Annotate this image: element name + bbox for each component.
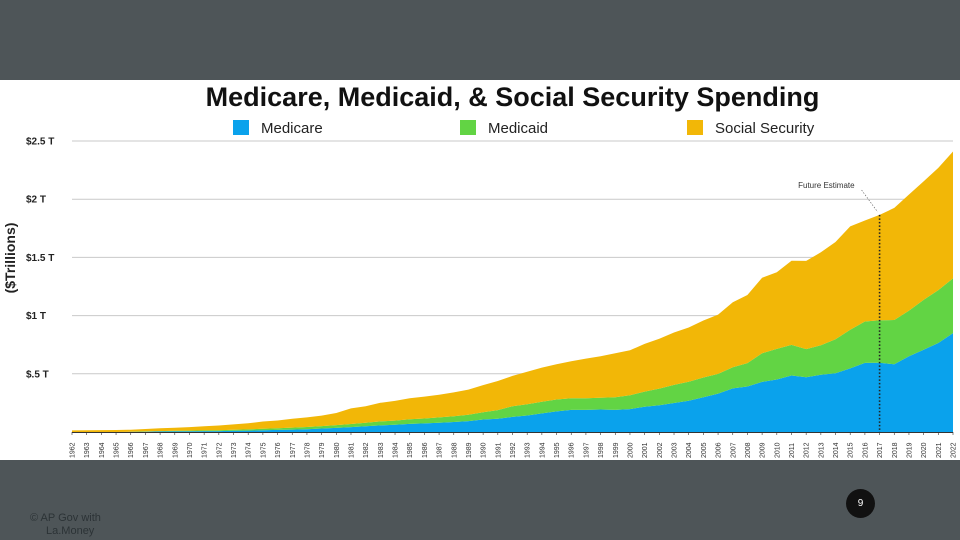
x-tick-label: 1965 — [114, 442, 121, 458]
x-tick-label: 2009 — [760, 442, 767, 458]
area-medicaid — [72, 278, 953, 432]
y-axis-label: ($Trillions) — [2, 223, 18, 294]
x-tick-label: 2018 — [892, 442, 899, 458]
x-tick-label: 1972 — [216, 442, 223, 458]
copyright-line-2: La.Money — [46, 525, 95, 537]
y-tick-label: $1 T — [26, 311, 46, 322]
page-number: 9 — [846, 489, 875, 518]
x-tick-label: 2001 — [642, 442, 649, 458]
x-tick-label: 1970 — [187, 442, 194, 458]
x-tick-label: 2005 — [701, 442, 708, 458]
x-tick-label: 1987 — [437, 442, 444, 458]
x-tick-label: 1975 — [260, 442, 267, 458]
y-tick-labels: $.5 T $1 T $1.5 T $2 T $2.5 T — [26, 137, 54, 381]
x-tick-label: 1992 — [510, 442, 517, 458]
chart: Medicare Medicaid Social Security 1962 1963… — [2, 120, 958, 458]
x-tick-label: 2002 — [657, 442, 664, 458]
x-tick-label: 1998 — [598, 442, 605, 458]
x-tick-label: 1980 — [334, 442, 341, 458]
x-tick-label: 1982 — [363, 442, 370, 458]
y-tick-label: $2 T — [26, 195, 46, 206]
x-tick-label: 2000 — [627, 442, 634, 458]
x-tick-label: 2010 — [774, 442, 781, 458]
legend-label-medicare: Medicare — [261, 120, 323, 137]
legend-swatch-medicaid — [460, 120, 476, 135]
x-tick-label: 1997 — [583, 442, 590, 458]
axes — [71, 432, 954, 435]
series-areas — [72, 151, 953, 432]
annotations: Future Estimate — [798, 181, 881, 432]
x-tick-label: 1991 — [495, 442, 502, 458]
x-tick-label: 1971 — [202, 442, 209, 458]
x-tick-label: 1996 — [569, 442, 576, 458]
x-tick-label: 1967 — [143, 442, 150, 458]
area-medicare — [72, 333, 953, 432]
x-tick-label: 2017 — [877, 442, 884, 458]
x-tick-label: 2003 — [672, 442, 679, 458]
x-tick-label: 2007 — [730, 442, 737, 458]
x-tick-label: 1964 — [99, 442, 106, 458]
copyright-line-1: © AP Gov with — [30, 512, 101, 524]
x-tick-label: 2015 — [848, 442, 855, 458]
x-tick-label: 2014 — [833, 442, 840, 458]
x-tick-label: 1973 — [231, 442, 238, 458]
y-tick-label: $.5 T — [26, 369, 49, 380]
legend-label-medicaid: Medicaid — [488, 120, 548, 137]
x-tick-label: 1990 — [481, 442, 488, 458]
x-tick-label: 1995 — [554, 442, 561, 458]
x-tick-label: 1969 — [172, 442, 179, 458]
x-tick-label: 1962 — [70, 442, 77, 458]
x-tick-label: 1979 — [319, 442, 326, 458]
x-tick-label: 2006 — [716, 442, 723, 458]
legend-swatch-medicare — [233, 120, 249, 135]
x-tick-label: 1989 — [466, 442, 473, 458]
x-tick-label: 1974 — [246, 442, 253, 458]
x-tick-label: 2021 — [936, 442, 943, 458]
x-tick-label: 1981 — [348, 442, 355, 458]
legend-label-social-security: Social Security — [715, 120, 815, 137]
x-tick-label: 2019 — [906, 442, 913, 458]
copyright-notice: © AP Gov with La.Money — [30, 512, 130, 538]
x-tick-label: 2022 — [951, 442, 958, 458]
x-tick-label: 1978 — [304, 442, 311, 458]
x-tick-label: 2013 — [818, 442, 825, 458]
chart-title: Medicare, Medicaid, & Social Security Sp… — [205, 82, 820, 112]
x-tick-label: 1983 — [378, 442, 385, 458]
x-tick-label: 1986 — [422, 442, 429, 458]
x-tick-label: 1976 — [275, 442, 282, 458]
x-tick-label: 1984 — [393, 442, 400, 458]
future-estimate-label: Future Estimate — [798, 181, 855, 190]
x-tick-label: 1999 — [613, 442, 620, 458]
x-tick-label: 2008 — [745, 442, 752, 458]
y-tick-label: $2.5 T — [26, 137, 54, 148]
x-tick-label: 1993 — [525, 442, 532, 458]
x-tick-label: 1963 — [84, 442, 91, 458]
x-tick-labels: 1962 1963 1964 1965 1966 1967 1968 1969 1970 1971… — [70, 442, 958, 458]
legend-swatch-social-security — [687, 120, 703, 135]
future-estimate-leader — [861, 189, 878, 213]
x-tick-label: 2011 — [789, 443, 796, 458]
y-tick-label: $1.5 T — [26, 253, 54, 264]
x-tick-label: 2020 — [921, 442, 928, 458]
legend: Medicare Medicaid Social Security — [233, 120, 815, 137]
x-tick-label: 1966 — [128, 442, 135, 458]
area-social-security — [72, 151, 953, 432]
x-tick-label: 2012 — [804, 442, 811, 458]
x-tick-label: 1994 — [539, 442, 546, 458]
x-tick-label: 1985 — [407, 442, 414, 458]
x-tick-label: 1988 — [451, 442, 458, 458]
x-tick-label: 1977 — [290, 442, 297, 458]
x-tick-label: 2016 — [862, 442, 869, 458]
x-tick-label: 2004 — [686, 442, 693, 458]
x-tick-label: 1968 — [158, 442, 165, 458]
